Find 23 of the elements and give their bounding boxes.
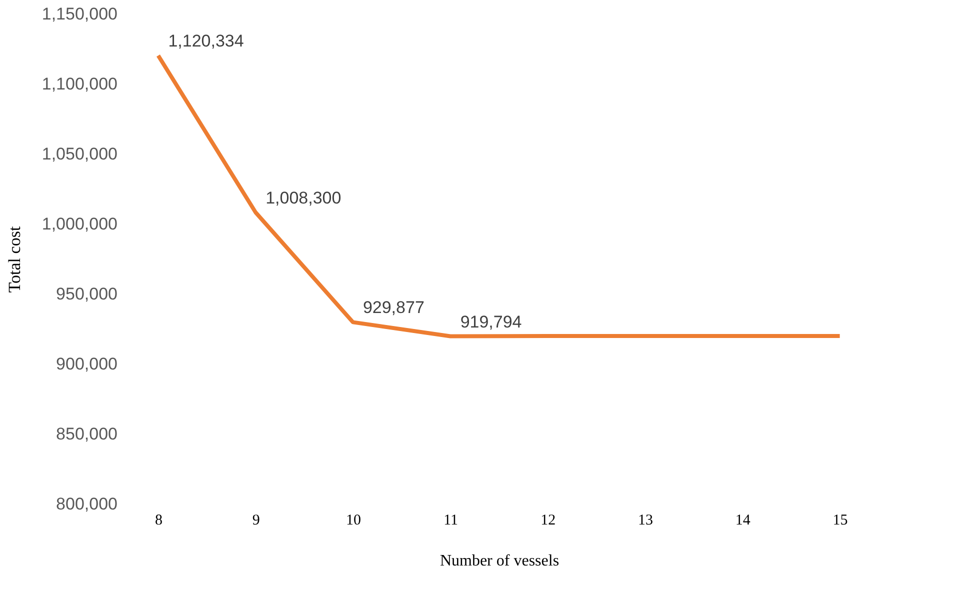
x-tick-label: 13 bbox=[638, 512, 654, 528]
y-axis-title: Total cost bbox=[4, 226, 24, 293]
y-tick-label: 1,000,000 bbox=[42, 214, 118, 234]
x-axis-title: Number of vessels bbox=[440, 552, 560, 570]
data-label: 929,877 bbox=[362, 298, 424, 318]
y-tick-label: 1,100,000 bbox=[42, 74, 118, 94]
data-label: 1,120,334 bbox=[168, 32, 244, 51]
x-tick-label: 12 bbox=[540, 512, 556, 528]
x-tick-label: 8 bbox=[154, 512, 162, 528]
data-label: 1,008,300 bbox=[266, 188, 342, 208]
y-tick-label: 1,050,000 bbox=[42, 144, 118, 164]
line-series bbox=[156, 54, 842, 338]
y-tick-label: 950,000 bbox=[56, 284, 118, 304]
x-tick-label: 14 bbox=[735, 512, 751, 528]
y-tick-label: 800,000 bbox=[56, 494, 118, 514]
y-tick-label: 850,000 bbox=[56, 424, 118, 444]
y-tick-label: 1,150,000 bbox=[42, 4, 118, 24]
y-tick-label: 900,000 bbox=[56, 354, 118, 374]
x-tick-label: 11 bbox=[444, 512, 458, 528]
x-tick-label: 9 bbox=[252, 512, 260, 528]
x-tick-label: 15 bbox=[832, 512, 848, 528]
x-tick-label: 10 bbox=[346, 512, 361, 528]
data-label: 919,794 bbox=[460, 312, 522, 332]
